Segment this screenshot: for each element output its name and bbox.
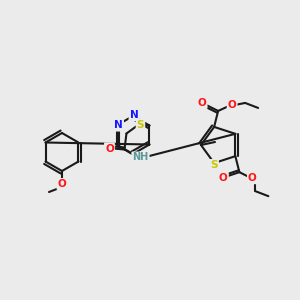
Text: O: O — [219, 173, 228, 183]
Text: NH: NH — [132, 152, 148, 163]
Text: O: O — [228, 100, 236, 110]
Text: O: O — [58, 179, 66, 189]
Text: S: S — [210, 160, 218, 170]
Text: O: O — [198, 98, 206, 108]
Text: S: S — [137, 119, 144, 130]
Text: O: O — [248, 173, 257, 183]
Text: O: O — [105, 143, 114, 154]
Text: N: N — [114, 121, 123, 130]
Text: N: N — [130, 110, 138, 120]
